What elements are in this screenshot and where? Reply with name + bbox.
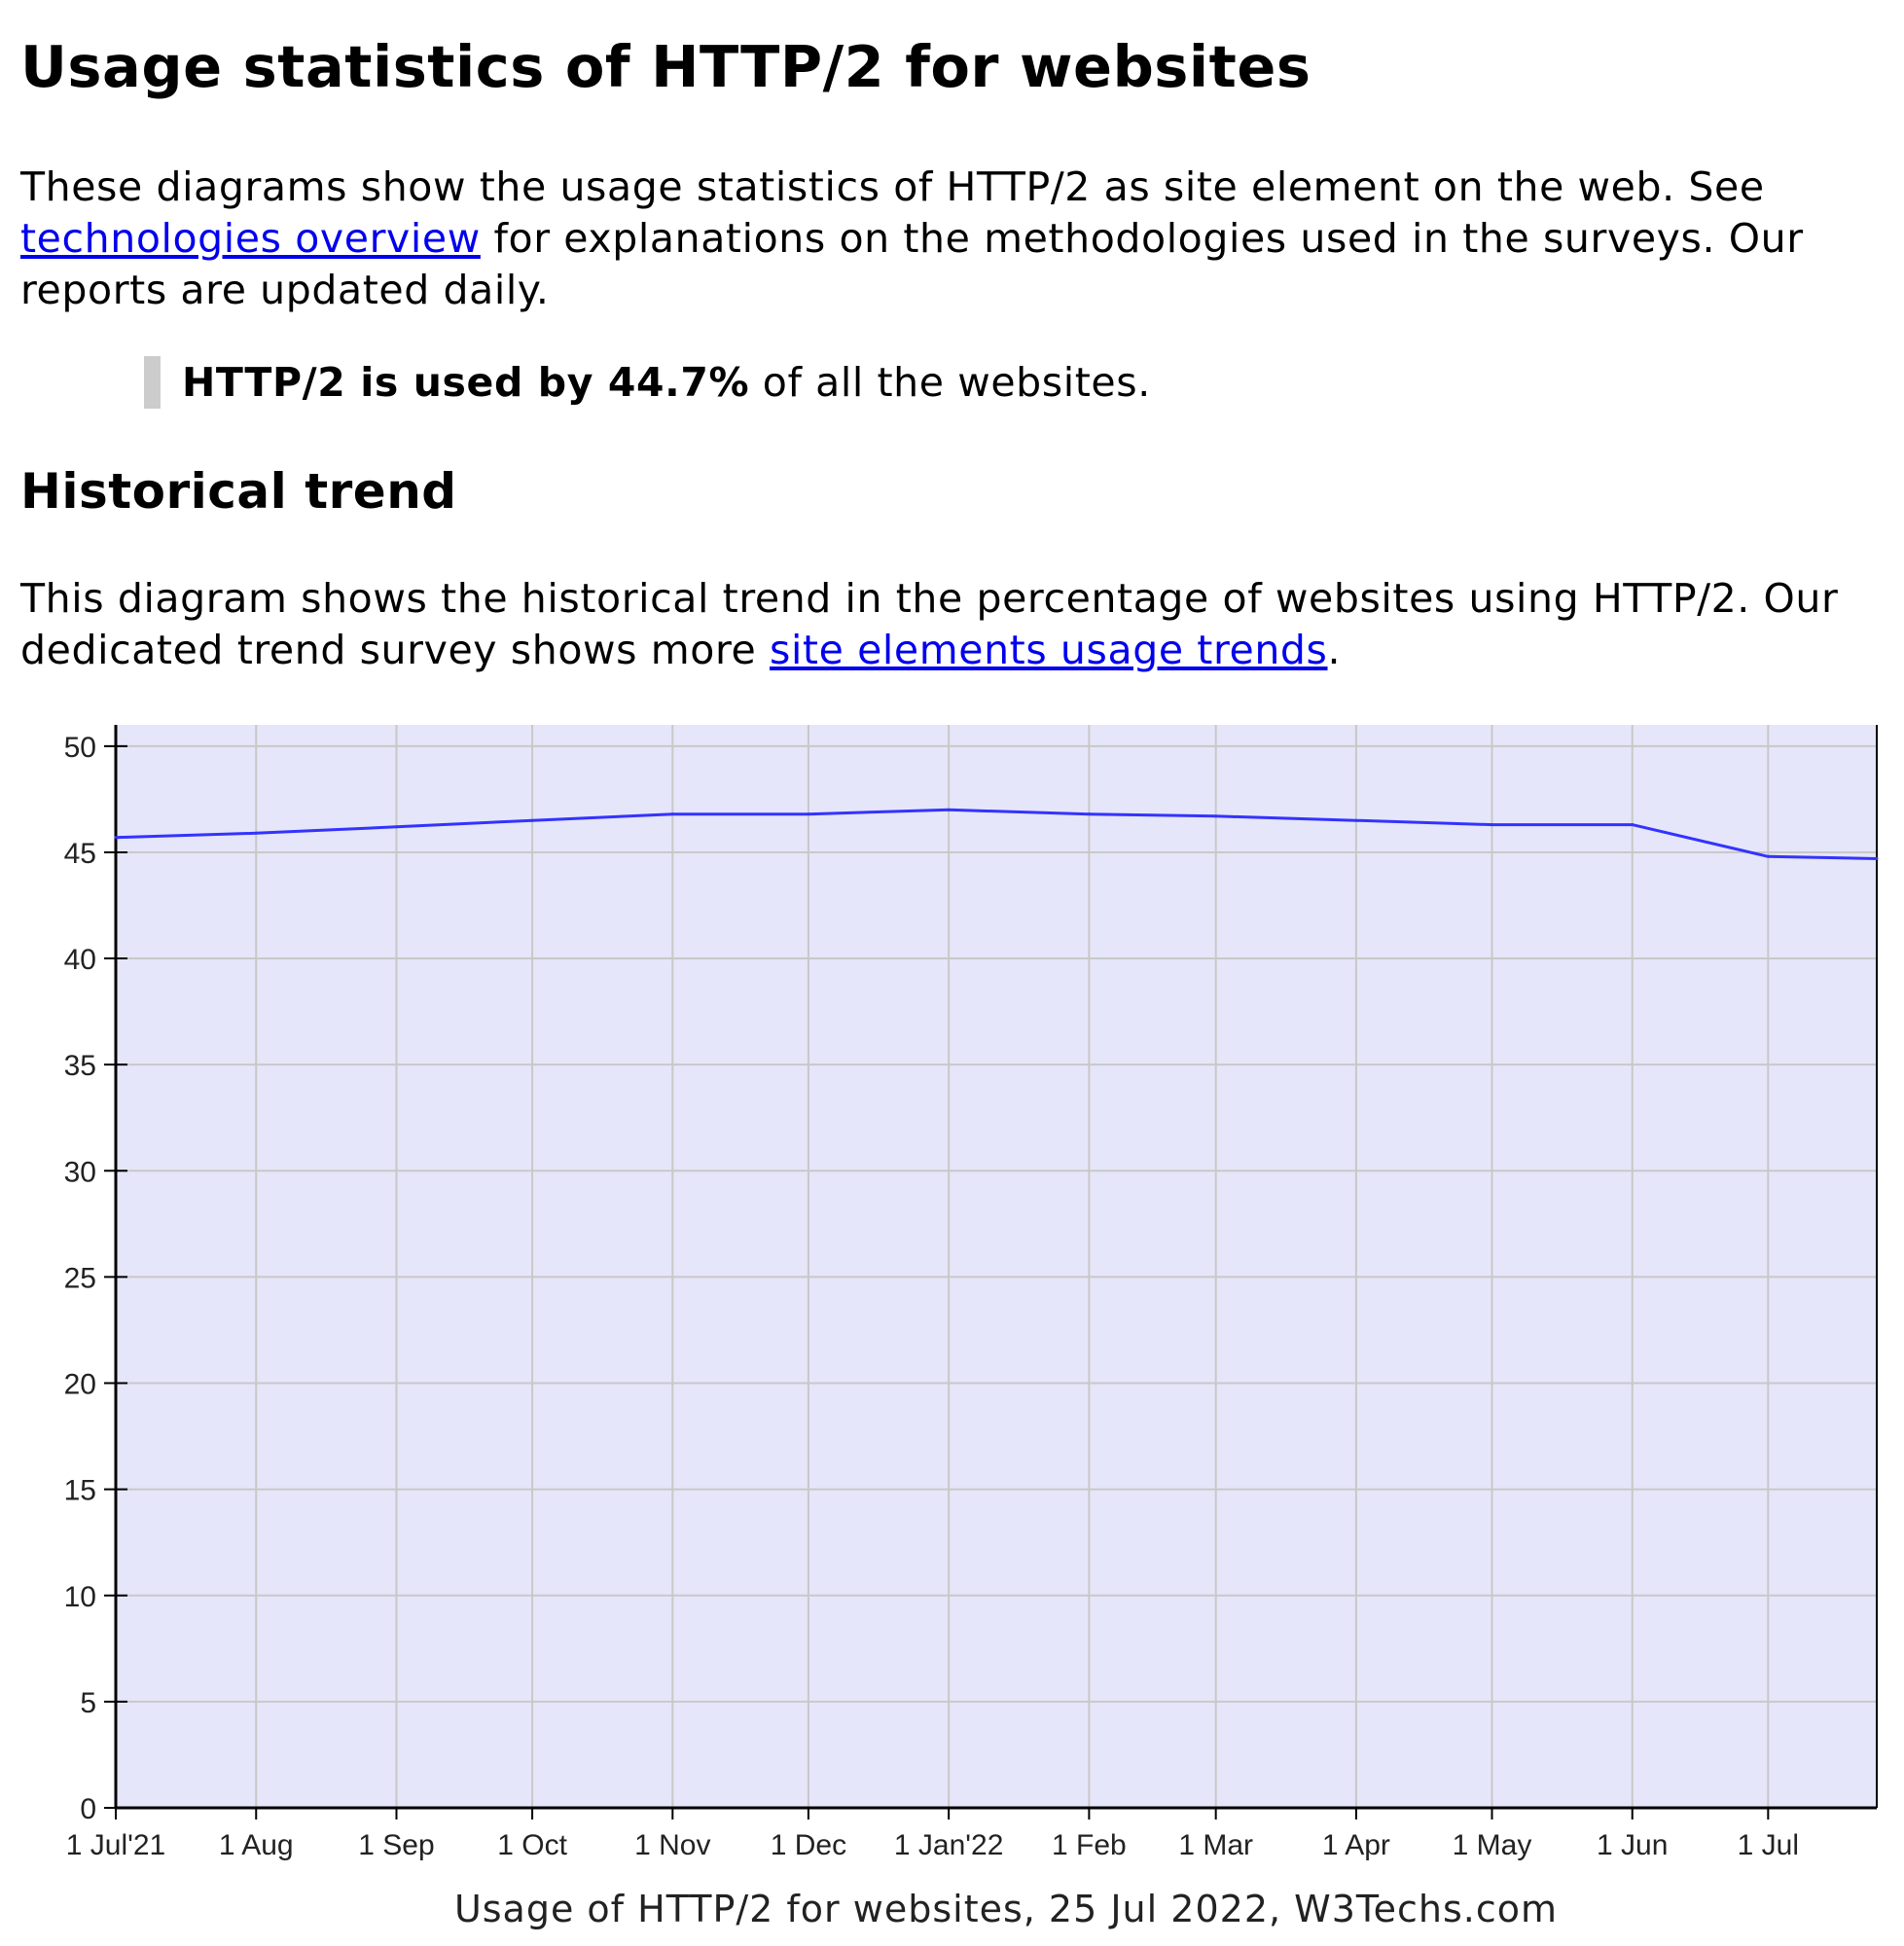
- x-tick-label: 1 May: [1453, 1829, 1532, 1861]
- data-point: [1354, 818, 1358, 822]
- x-tick-label: 1 Mar: [1178, 1829, 1253, 1861]
- trend-text: This diagram shows the historical trend …: [20, 575, 1839, 673]
- section-title: Historical trend: [20, 463, 457, 520]
- x-tick-label: 1 Nov: [634, 1829, 710, 1861]
- data-point: [530, 818, 534, 822]
- y-tick-label: 50: [64, 732, 96, 764]
- y-tick-label: 5: [80, 1687, 96, 1719]
- y-tick-label: 40: [64, 944, 96, 976]
- y-tick-label: 35: [64, 1050, 96, 1082]
- y-tick-label: 20: [64, 1369, 96, 1401]
- data-point: [1875, 856, 1879, 860]
- x-tick-label: 1 Jan'22: [894, 1829, 1004, 1861]
- usage-summary: HTTP/2 is used by 44.7% of all the websi…: [144, 356, 1151, 409]
- usage-summary-rest: of all the websites.: [749, 359, 1151, 406]
- data-point: [114, 836, 118, 840]
- y-tick-label: 30: [64, 1156, 96, 1188]
- x-tick-label: 1 Sep: [358, 1829, 434, 1861]
- site-elements-trends-link[interactable]: site elements usage trends: [769, 627, 1328, 673]
- series-line: [115, 808, 1878, 860]
- data-point: [1766, 854, 1770, 858]
- data-point: [1087, 812, 1091, 816]
- data-point: [1631, 823, 1635, 827]
- intro-paragraph: These diagrams show the usage statistics…: [20, 162, 1869, 316]
- y-tick-label: 25: [64, 1262, 96, 1294]
- chart-caption: Usage of HTTP/2 for websites, 25 Jul 202…: [454, 1888, 1558, 1930]
- quote-bar: [144, 356, 161, 409]
- data-point: [254, 831, 258, 835]
- x-tick-label: 1 Apr: [1322, 1829, 1390, 1861]
- plot-area: [116, 725, 1877, 1808]
- x-tick-label: 1 Feb: [1052, 1829, 1127, 1861]
- page-title: Usage statistics of HTTP/2 for websites: [20, 33, 1311, 100]
- x-tick-label: 1 Jul: [1738, 1829, 1799, 1861]
- x-tick-label: 1 Oct: [497, 1829, 567, 1861]
- trend-text-rest: .: [1327, 627, 1342, 673]
- data-point: [1490, 823, 1493, 827]
- trend-paragraph: This diagram shows the historical trend …: [20, 573, 1869, 676]
- data-point: [670, 812, 674, 816]
- x-tick-label: 1 Dec: [771, 1829, 846, 1861]
- y-tick-label: 45: [64, 838, 96, 870]
- usage-summary-bold: HTTP/2 is used by 44.7%: [182, 359, 750, 406]
- y-tick-label: 10: [64, 1581, 96, 1613]
- y-tick-label: 15: [64, 1475, 96, 1507]
- technologies-overview-link[interactable]: technologies overview: [20, 215, 481, 262]
- data-point: [807, 812, 810, 816]
- x-tick-label: 1 Aug: [219, 1829, 294, 1861]
- data-point: [947, 808, 951, 811]
- y-tick-label: 0: [80, 1793, 96, 1825]
- x-tick-label: 1 Jul'21: [66, 1829, 165, 1861]
- x-tick-label: 1 Jun: [1597, 1829, 1668, 1861]
- data-point: [1214, 814, 1218, 818]
- intro-text-rest: for explanations on the methodologies us…: [20, 215, 1804, 313]
- trend-chart: 0 5 10 15 20 25 30 35 40 45 50 1 Jul'21 1 Aug 1 Sep 1…: [64, 725, 1879, 1930]
- intro-text: These diagrams show the usage statistics…: [20, 163, 1765, 210]
- data-point: [394, 825, 398, 829]
